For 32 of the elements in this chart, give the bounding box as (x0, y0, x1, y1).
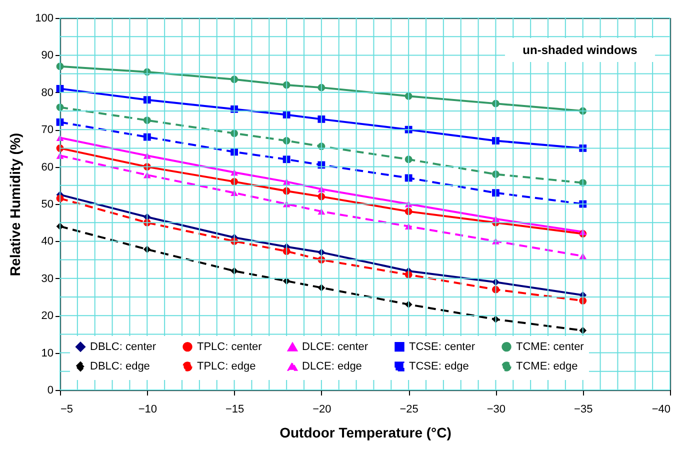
y-tick-label: 80 (41, 86, 54, 99)
y-tick-label: 20 (41, 310, 54, 322)
y-tick-label: 30 (41, 272, 54, 285)
legend-label: TPLC: edge (197, 360, 256, 372)
y-tick-label: 40 (41, 236, 54, 248)
x-tick-label: −15 (225, 404, 244, 416)
x-tick-label: −10 (138, 404, 157, 416)
y-tick-label: 90 (41, 50, 54, 62)
legend-label: TCSE: edge (409, 360, 469, 372)
x-tick-label: −35 (574, 404, 593, 416)
legend-label: DBLC: center (90, 340, 156, 353)
y-tick-label: 10 (41, 347, 54, 360)
y-tick-label: 60 (41, 161, 54, 174)
legend-label: DBLC: edge (90, 360, 150, 372)
x-tick-label: −5 (60, 404, 74, 416)
legend-label: TCME: edge (516, 360, 578, 372)
x-tick-label: −20 (312, 404, 332, 416)
legend-label: DLCE: center (302, 341, 368, 354)
y-tick-label: 50 (41, 198, 54, 210)
x-tick-label: −40 (652, 404, 670, 416)
legend-label: TCME: center (516, 340, 584, 353)
annotation: un-shaded windows (522, 43, 638, 57)
legend-label: DLCE: edge (302, 360, 362, 372)
x-tick-label: −25 (400, 404, 418, 416)
legend-label: TCSE: center (409, 340, 476, 353)
x-tick-label: −30 (486, 404, 506, 416)
y-tick-label: 100 (35, 12, 54, 24)
x-axis-title: Outdoor Temperature (°C) (280, 424, 452, 440)
legend-label: TPLC: center (197, 340, 262, 353)
y-tick-label: 0 (47, 384, 54, 396)
y-tick-label: 70 (41, 124, 54, 136)
y-axis-title: Relative Humidity (%) (7, 132, 24, 276)
